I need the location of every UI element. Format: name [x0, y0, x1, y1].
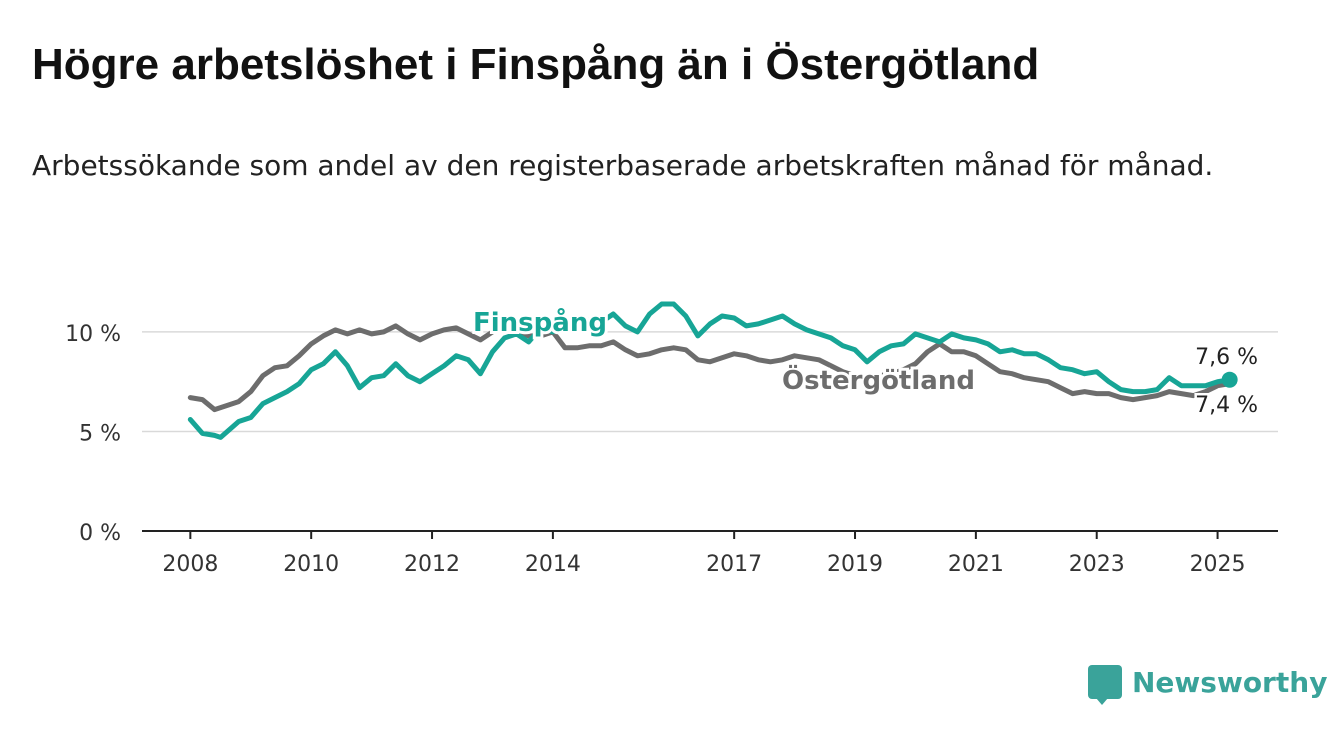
newsworthy-brand-text: Newsworthy [1132, 665, 1328, 699]
series-line-finspang [187, 301, 1233, 440]
x-tick-label: 2021 [948, 552, 1004, 577]
x-tick-label: 2012 [404, 552, 460, 577]
series-label-ostergotland: Östergötland [782, 363, 975, 396]
x-tick-label: 2025 [1190, 552, 1246, 577]
chart-title: Högre arbetslöshet i Finspång än i Öster… [32, 40, 1040, 89]
newsworthy-logo-icon [1088, 665, 1122, 705]
y-tick-label: 5 % [79, 421, 121, 446]
end-value-label-ostergotland: 7,4 % [1195, 393, 1258, 418]
y-tick-label: 10 % [65, 322, 121, 347]
x-tick-label: 2010 [283, 552, 339, 577]
newsworthy-logo: Newsworthy [1088, 660, 1328, 705]
x-tick-label: 2023 [1069, 552, 1125, 577]
x-tick-label: 2014 [525, 552, 581, 577]
series-line-ostergotland [187, 323, 1233, 413]
series-end-marker-finspang [1221, 371, 1238, 388]
y-tick-label: 0 % [79, 521, 121, 546]
chart-subtitle: Arbetssökande som andel av den registerb… [32, 149, 1214, 182]
x-tick-label: 2019 [827, 552, 883, 577]
end-value-label-finspang: 7,6 % [1195, 345, 1258, 370]
x-tick-label: 2017 [706, 552, 762, 577]
series-label-finspang: Finspång [473, 306, 607, 338]
x-tick-label: 2008 [162, 552, 218, 577]
